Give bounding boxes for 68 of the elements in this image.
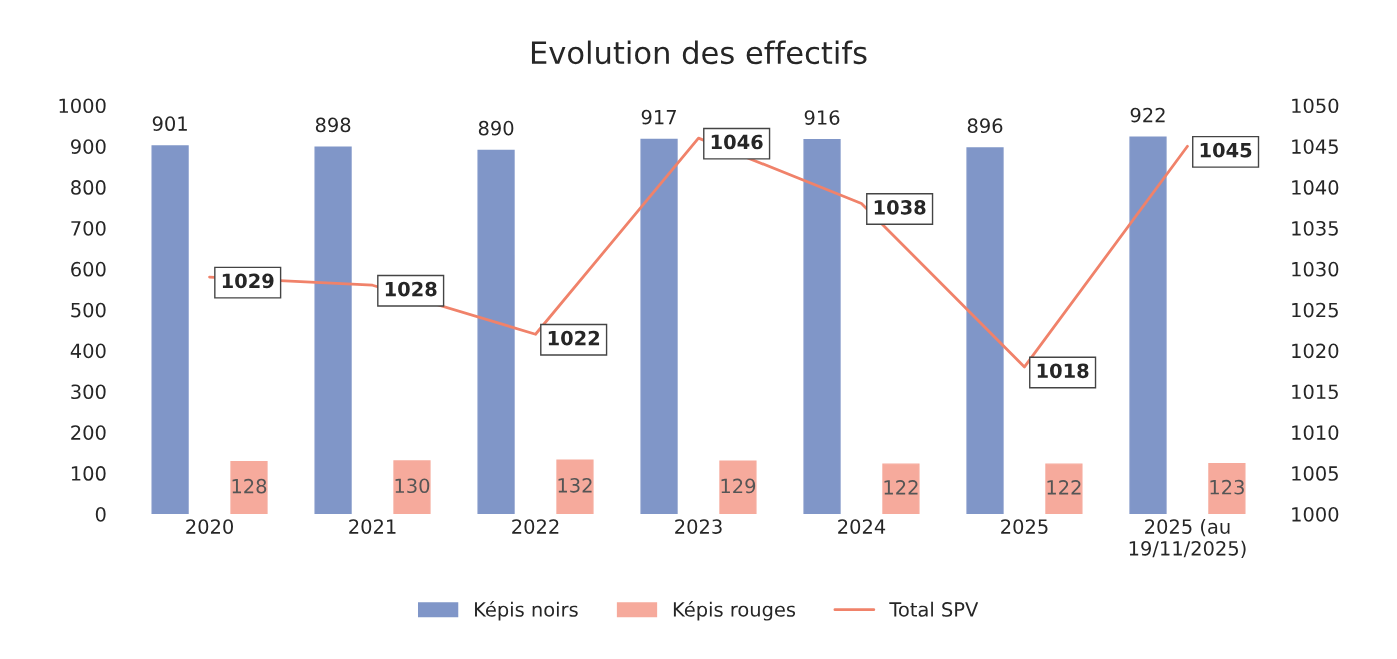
- bar: [314, 146, 352, 515]
- bar: [477, 149, 515, 515]
- data-label: 1046: [711, 134, 763, 150]
- y-tick-label: 0: [95, 506, 106, 522]
- x-tick-label: 2024: [838, 519, 886, 534]
- y2-tick-label: 1005: [1292, 466, 1338, 481]
- x-tick-label: 2021: [349, 519, 396, 534]
- data-label: 896: [967, 118, 1003, 134]
- y2-tick-label: 1000: [1292, 506, 1339, 522]
- y-tick-label: 600: [71, 261, 106, 277]
- data-label: 917: [641, 109, 676, 125]
- bar: [230, 461, 268, 515]
- x-tick-label: 2025 (au 19/11/2025): [1129, 518, 1246, 558]
- bar: [1045, 463, 1083, 515]
- legend-label: Képis noirs: [475, 600, 578, 621]
- y-tick-label: 1000: [59, 98, 106, 114]
- x-tick-label: 2025: [1001, 519, 1048, 534]
- bar: [151, 145, 189, 515]
- data-label: 1038: [874, 199, 926, 215]
- y-tick-label: 800: [71, 180, 106, 195]
- bar: [640, 138, 678, 515]
- chart-title: Evolution des effectifs: [531, 40, 867, 65]
- data-label: 1022: [548, 330, 600, 346]
- data-label: 916: [804, 110, 840, 125]
- y-tick-label: 300: [71, 384, 106, 400]
- bar: [1129, 136, 1167, 515]
- data-label: 129: [721, 478, 756, 494]
- y-tick-label: 500: [71, 302, 106, 318]
- data-label: 1018: [1037, 363, 1089, 379]
- data-label: 132: [558, 477, 592, 493]
- data-label: 122: [1047, 480, 1081, 495]
- y2-tick-label: 1025: [1292, 302, 1338, 318]
- bar: [719, 460, 757, 515]
- data-label: 1028: [385, 281, 437, 297]
- legend-label: Képis rouges: [673, 600, 796, 621]
- bar: [803, 139, 841, 515]
- data-label: 890: [478, 120, 514, 136]
- legend-label: Total SPV: [889, 601, 979, 617]
- data-label: 1045: [1200, 142, 1252, 158]
- x-tick-label: 2023: [675, 519, 722, 534]
- y2-tick-label: 1030: [1292, 261, 1339, 277]
- data-label: 1029: [222, 273, 274, 289]
- data-label: 901: [152, 116, 187, 132]
- data-label: 130: [395, 478, 430, 494]
- bar: [966, 147, 1004, 515]
- data-label: 922: [1130, 107, 1165, 123]
- bar: [1208, 463, 1246, 515]
- y2-tick-label: 1050: [1292, 98, 1339, 114]
- y-tick-label: 700: [71, 220, 106, 236]
- x-tick-label: 2022: [512, 519, 559, 534]
- x-tick-label: 2020: [186, 519, 233, 534]
- y2-tick-label: 1020: [1292, 343, 1339, 359]
- y2-tick-label: 1040: [1292, 180, 1339, 195]
- data-label: 123: [1210, 479, 1244, 495]
- data-label: 898: [315, 117, 351, 133]
- y-tick-label: 200: [71, 425, 106, 440]
- y2-tick-label: 1015: [1292, 384, 1338, 400]
- bar: [393, 460, 431, 515]
- y-tick-label: 400: [70, 343, 106, 359]
- y-tick-label: 900: [71, 139, 106, 154]
- bar: [882, 463, 920, 515]
- y2-tick-label: 1035: [1292, 220, 1338, 236]
- data-label: 128: [232, 478, 267, 494]
- data-label: 122: [884, 480, 918, 495]
- y-tick-label: 100: [71, 466, 106, 481]
- bar: [556, 459, 594, 515]
- y2-tick-label: 1045: [1292, 139, 1338, 154]
- y2-tick-label: 1010: [1292, 425, 1339, 440]
